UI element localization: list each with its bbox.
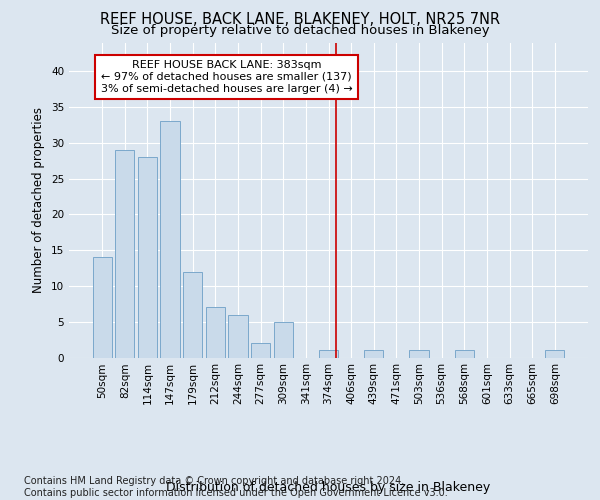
Bar (319, 350, 338, 358)
Text: REEF HOUSE BACK LANE: 383sqm  
← 97% of detached houses are smaller (137)
3% of : REEF HOUSE BACK LANE: 383sqm ← 97% of de… (101, 60, 353, 94)
Y-axis label: Number of detached properties: Number of detached properties (32, 107, 46, 293)
Text: Size of property relative to detached houses in Blakeney: Size of property relative to detached ho… (110, 24, 490, 37)
Bar (92, 258, 112, 358)
Bar (364, 350, 383, 358)
Bar (409, 350, 428, 358)
Bar (115, 150, 134, 358)
Bar (206, 308, 225, 358)
Bar (251, 343, 270, 357)
X-axis label: Distribution of detached houses by size in Blakeney: Distribution of detached houses by size … (166, 481, 491, 494)
Text: REEF HOUSE, BACK LANE, BLAKENEY, HOLT, NR25 7NR: REEF HOUSE, BACK LANE, BLAKENEY, HOLT, N… (100, 12, 500, 26)
Text: Contains HM Land Registry data © Crown copyright and database right 2024.
Contai: Contains HM Land Registry data © Crown c… (24, 476, 448, 498)
Bar (455, 350, 474, 358)
Bar (183, 272, 202, 358)
Bar (545, 350, 565, 358)
Bar (229, 314, 248, 358)
Bar (274, 322, 293, 358)
Bar (160, 121, 180, 358)
Bar (138, 157, 157, 358)
